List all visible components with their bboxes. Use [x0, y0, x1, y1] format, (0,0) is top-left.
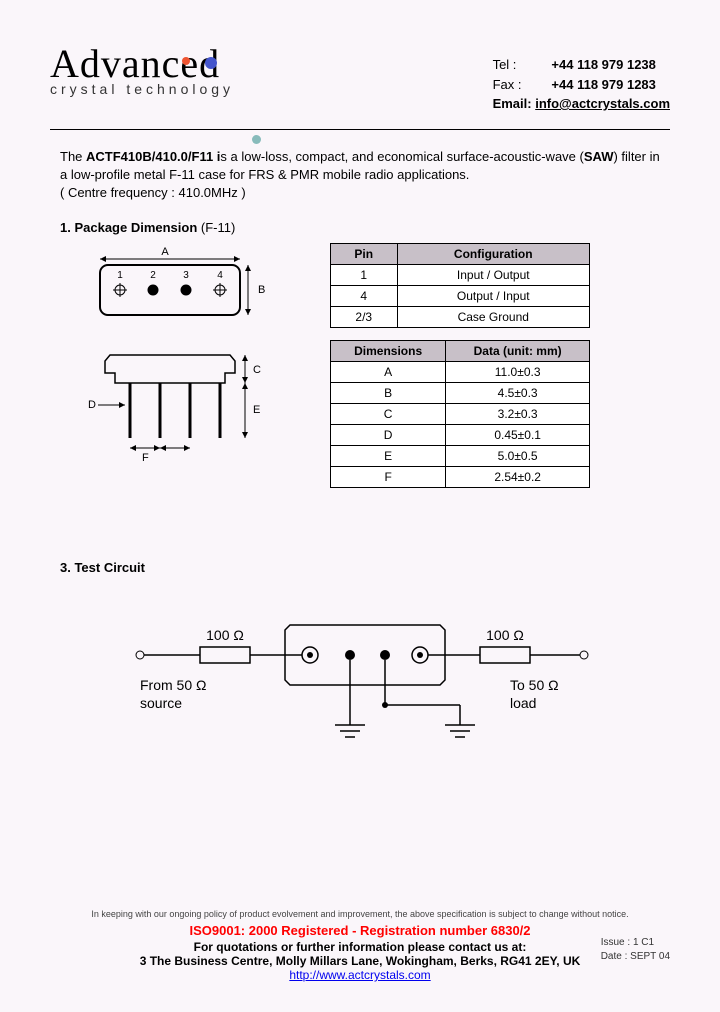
email-link[interactable]: info@actcrystals.com — [535, 96, 670, 111]
pin-table: PinConfiguration 1Input / Output 4Output… — [330, 243, 590, 328]
test-circuit-section: 3. Test Circuit 100 Ω 100 Ω — [50, 560, 670, 775]
footer-url-link[interactable]: http://www.actcrystals.com — [289, 968, 430, 982]
dim-th1: Dimensions — [331, 341, 446, 362]
package-diagrams: A 1 2 3 4 B — [70, 243, 300, 500]
table-row: C3.2±0.3 — [331, 404, 590, 425]
intro-text: The ACTF410B/410.0/F11 is a low-loss, co… — [50, 148, 670, 203]
date-text: Date : SEPT 04 — [601, 950, 670, 964]
svg-text:3: 3 — [183, 270, 189, 281]
svg-text:E: E — [253, 404, 260, 416]
table-row: B4.5±0.3 — [331, 383, 590, 404]
issue-block: Issue : 1 C1 Date : SEPT 04 — [601, 936, 670, 964]
svg-text:From 50 Ω: From 50 Ω — [140, 677, 206, 693]
header: Advanced crystal technology Tel : +44 11… — [50, 40, 670, 114]
svg-text:To 50 Ω: To 50 Ω — [510, 677, 559, 693]
issue-text: Issue : 1 C1 — [601, 936, 670, 950]
logo-main: Advanced — [50, 40, 238, 87]
fax-label: Fax : — [493, 75, 541, 95]
table-row: 1Input / Output — [331, 265, 590, 286]
svg-text:F: F — [142, 452, 149, 464]
table-row: F2.54±0.2 — [331, 467, 590, 488]
svg-text:1: 1 — [117, 270, 123, 281]
contact-block: Tel : +44 118 979 1238 Fax : +44 118 979… — [493, 55, 670, 114]
svg-text:100 Ω: 100 Ω — [206, 627, 244, 643]
svg-text:4: 4 — [217, 270, 223, 281]
pin-th1: Pin — [331, 244, 398, 265]
svg-text:source: source — [140, 695, 182, 711]
footer-contact: For quotations or further information pl… — [50, 940, 670, 954]
fax-value: +44 118 979 1283 — [551, 77, 655, 92]
svg-text:D: D — [88, 399, 96, 411]
svg-text:A: A — [161, 246, 169, 258]
test-title: 3. Test Circuit — [50, 560, 670, 575]
table-row: 2/3Case Ground — [331, 307, 590, 328]
svg-text:C: C — [253, 364, 261, 376]
footer-address: 3 The Business Centre, Molly Millars Lan… — [50, 954, 670, 968]
footer: In keeping with our ongoing policy of pr… — [50, 909, 670, 982]
footer-iso: ISO9001: 2000 Registered - Registration … — [50, 923, 670, 938]
svg-text:2: 2 — [150, 270, 156, 281]
package-svg: A 1 2 3 4 B — [70, 243, 280, 493]
pin-th2: Configuration — [397, 244, 590, 265]
svg-text:load: load — [510, 695, 536, 711]
svg-text:100 Ω: 100 Ω — [486, 627, 524, 643]
table-row: D0.45±0.1 — [331, 425, 590, 446]
svg-text:B: B — [258, 284, 265, 296]
email-label: Email: — [493, 96, 532, 111]
table-row: E5.0±0.5 — [331, 446, 590, 467]
logo-dots — [180, 32, 238, 126]
footer-fine: In keeping with our ongoing policy of pr… — [50, 909, 670, 919]
tel-label: Tel : — [493, 55, 541, 75]
package-row: A 1 2 3 4 B — [50, 243, 670, 500]
table-row: A11.0±0.3 — [331, 362, 590, 383]
tables: PinConfiguration 1Input / Output 4Output… — [330, 243, 590, 500]
tel-value: +44 118 979 1238 — [551, 57, 655, 72]
pkg-title: 1. Package Dimension (F-11) — [50, 220, 670, 235]
separator — [50, 129, 670, 130]
dim-table: DimensionsData (unit: mm) A11.0±0.3 B4.5… — [330, 340, 590, 488]
test-circuit-svg: 100 Ω 100 Ω From 50 Ω source To 50 — [110, 595, 610, 775]
table-row: 4Output / Input — [331, 286, 590, 307]
logo: Advanced crystal technology — [50, 40, 238, 97]
dim-th2: Data (unit: mm) — [446, 341, 590, 362]
